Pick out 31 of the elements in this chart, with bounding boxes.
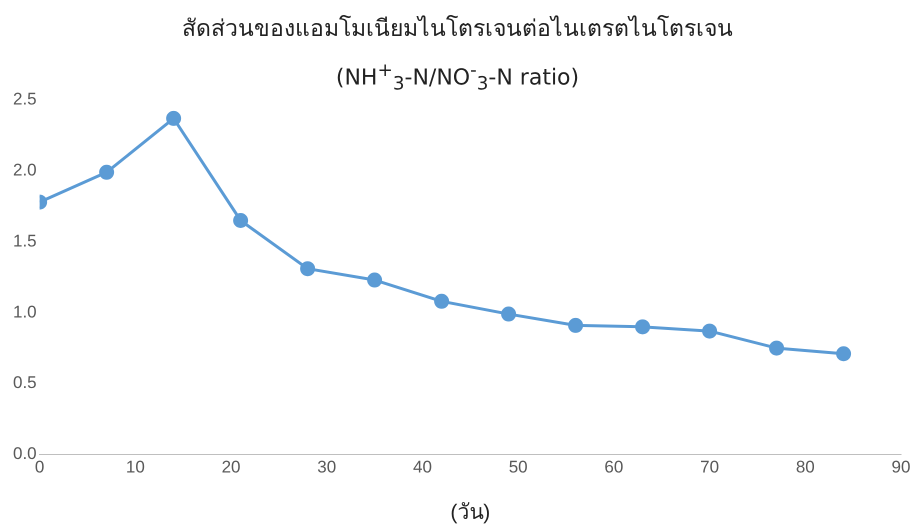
point bbox=[434, 294, 450, 309]
x-tick-label: 80 bbox=[796, 457, 815, 476]
y-tick-label: 2.0 bbox=[12, 160, 37, 180]
point bbox=[300, 261, 316, 276]
chart-subtitle: (NH$^{+}$$_{3}$-N/NO$^{-}$$_{3}$-N ratio) bbox=[336, 60, 580, 95]
x-axis-title: (วัน) bbox=[450, 501, 490, 524]
point bbox=[501, 306, 516, 322]
point bbox=[702, 324, 718, 339]
chart-title: สัดส่วนของแอมโมเนียมไนโตรเจนต่อไนเตรตไนโตรเจน bbox=[181, 14, 734, 44]
point bbox=[233, 212, 248, 228]
y-tick-label: 1.5 bbox=[12, 231, 37, 250]
y-tick-label: 1.0 bbox=[12, 302, 37, 322]
x-tick-label: 90 bbox=[892, 457, 910, 476]
y-tick-label: 0.5 bbox=[12, 373, 37, 392]
x-tick-label: 10 bbox=[126, 457, 145, 476]
x-tick-label: 30 bbox=[317, 457, 336, 476]
point bbox=[769, 340, 784, 356]
x-tick-label: 40 bbox=[413, 457, 432, 476]
x-tick-label: 50 bbox=[508, 457, 528, 476]
point bbox=[568, 318, 584, 333]
point bbox=[635, 319, 650, 334]
x-tick-label: 0 bbox=[34, 457, 44, 476]
y-tick-label: 2.5 bbox=[12, 90, 37, 109]
y-tick-label: 0.0 bbox=[12, 444, 37, 464]
x-tick-label: 70 bbox=[700, 457, 720, 476]
point bbox=[166, 110, 182, 126]
x-tick-label: 20 bbox=[222, 457, 241, 476]
point bbox=[836, 346, 852, 362]
point bbox=[367, 272, 382, 288]
x-tick-label: 60 bbox=[604, 457, 624, 476]
point bbox=[99, 164, 114, 180]
